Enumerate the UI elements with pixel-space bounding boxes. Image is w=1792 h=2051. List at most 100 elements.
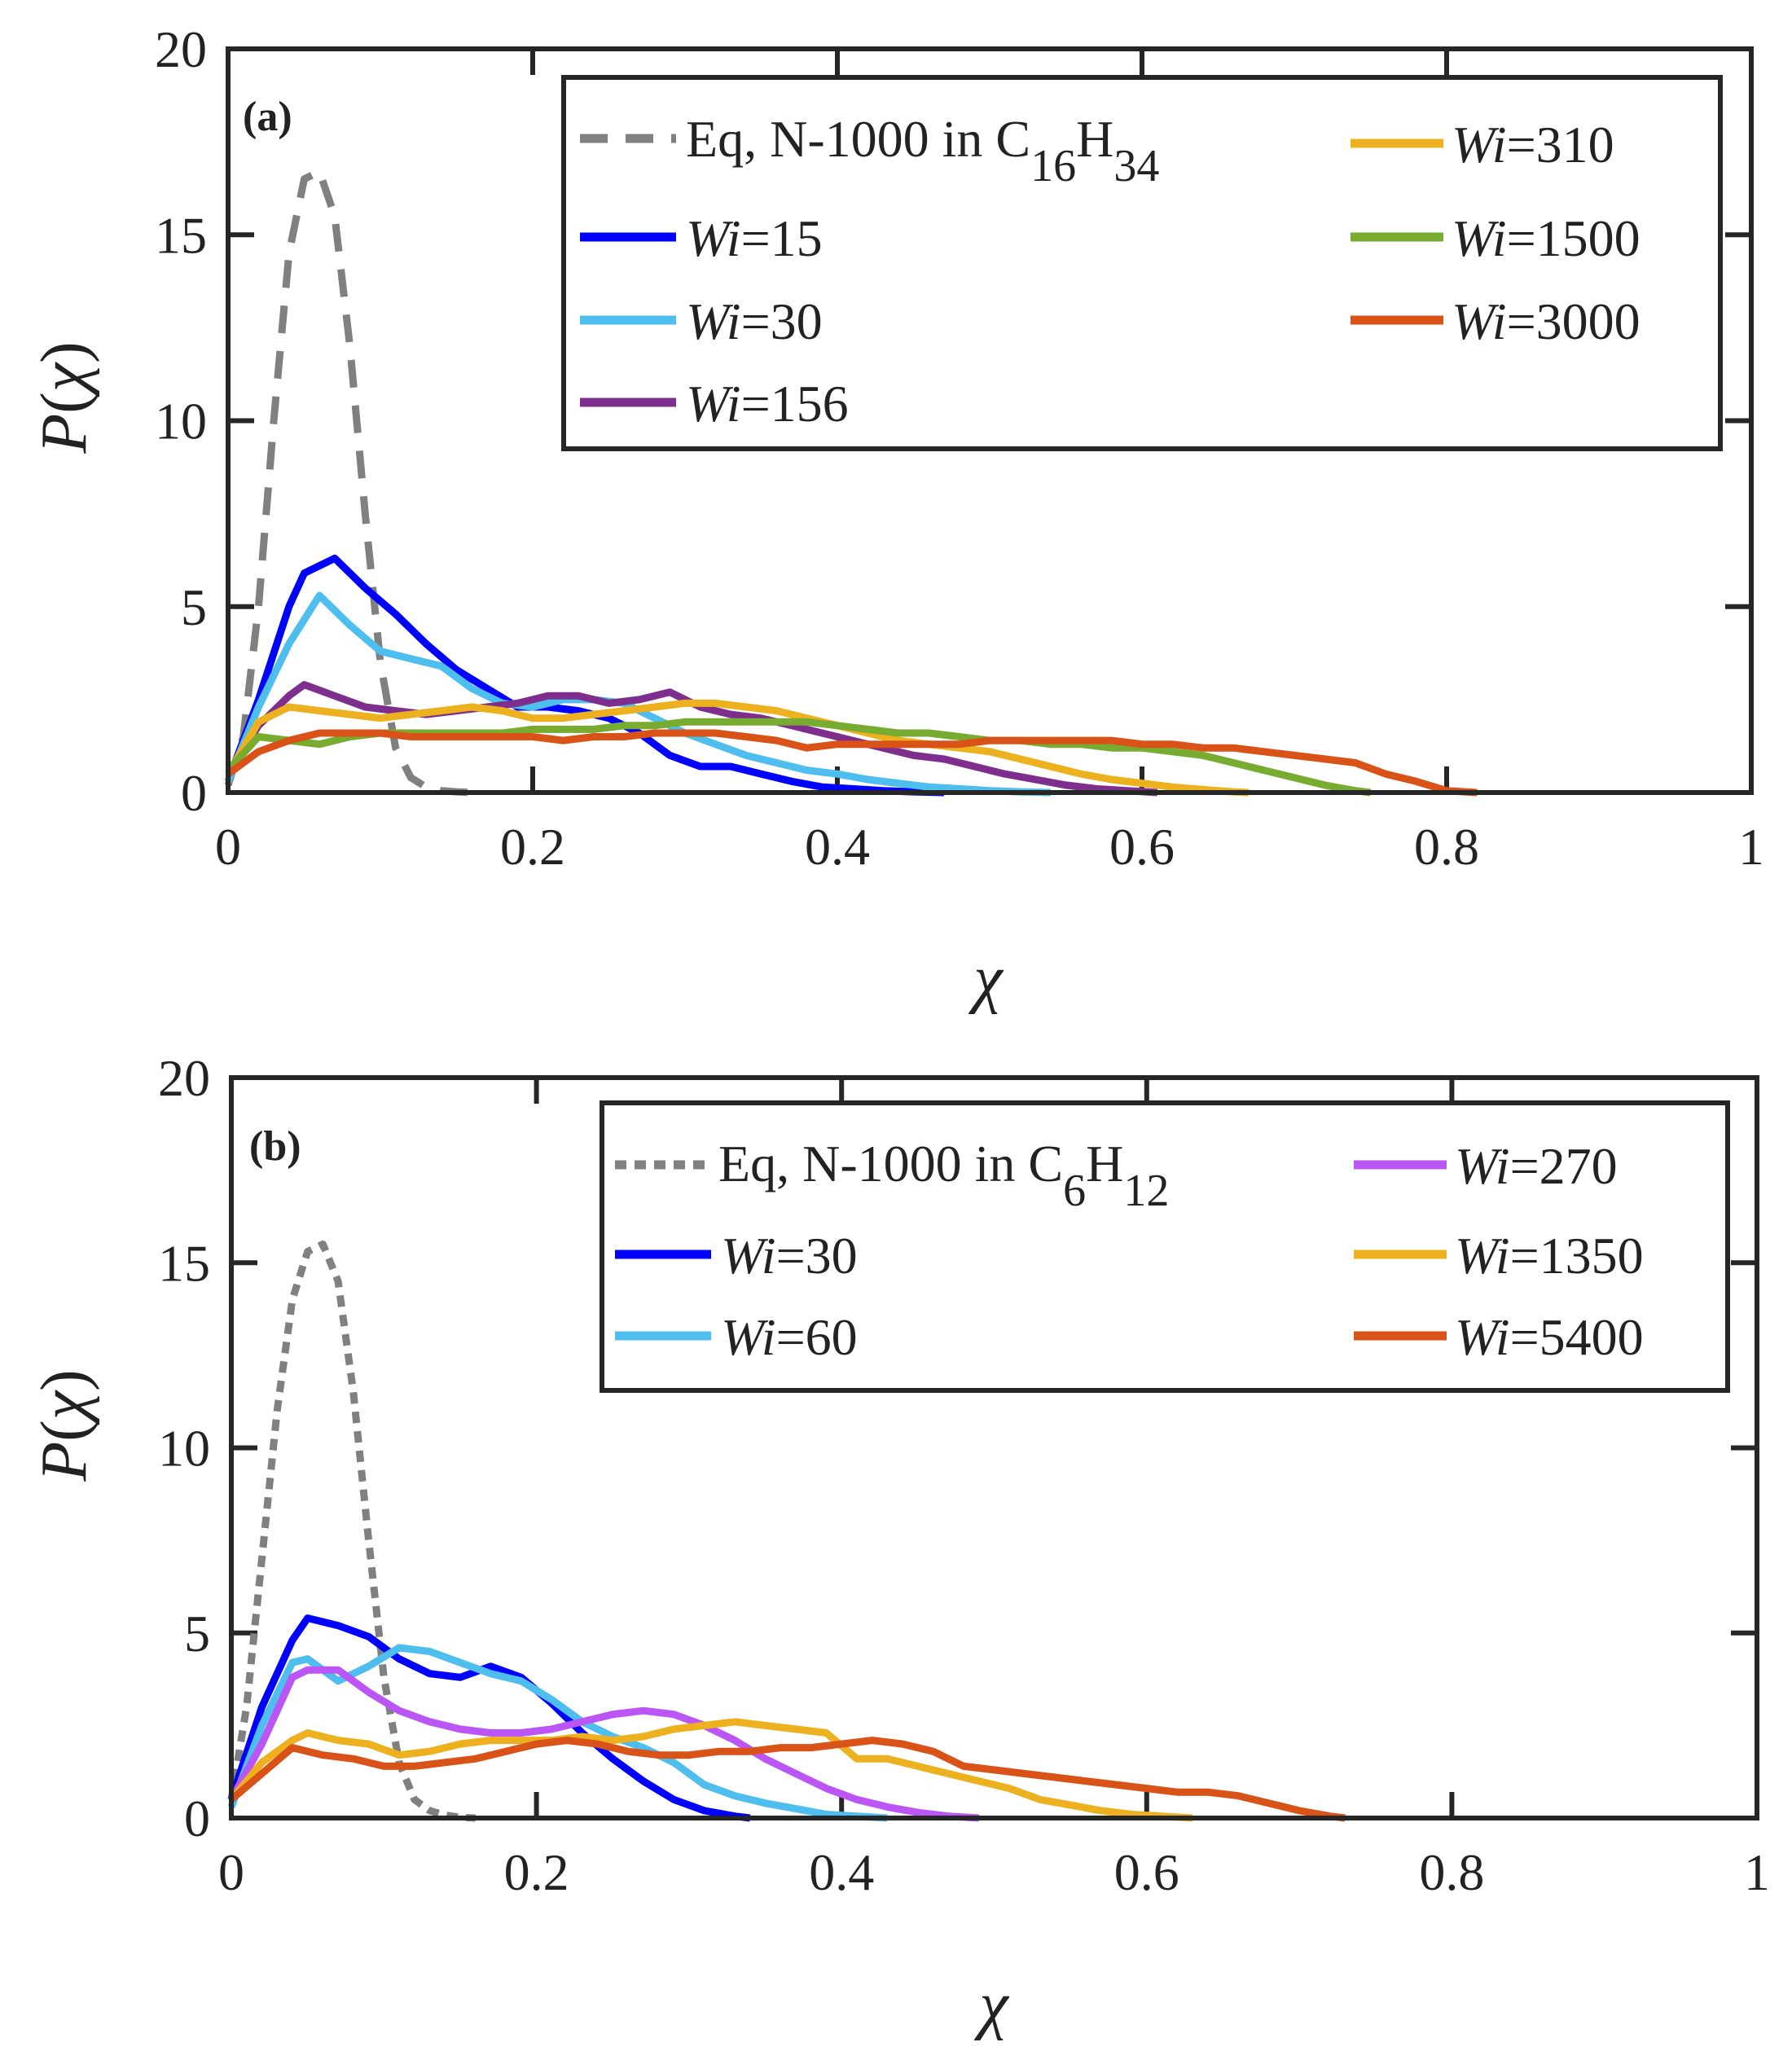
legend-a-label-6: Wi=3000	[1452, 292, 1640, 350]
y-axis-label-a-symbol: P	[29, 414, 100, 455]
legend-a-label-1-prefix: Wi	[686, 209, 741, 267]
y-tick-label-a-2: 10	[155, 393, 207, 450]
x-tick-label-b-3: 0.6	[1114, 1843, 1179, 1901]
legend-b-label-3: Wi=270	[1455, 1137, 1618, 1195]
panel-label-a: (a)	[243, 94, 292, 140]
legend-b-label-2: Wi=60	[721, 1308, 858, 1366]
x-axis-label-b: χ	[973, 1970, 1009, 2041]
legend-b-label-3-text: =270	[1510, 1137, 1618, 1195]
x-tick-label-a-1: 0.2	[500, 818, 565, 876]
legend-a-label-3-prefix: Wi	[686, 375, 741, 433]
x-tick-label-a-3: 0.6	[1109, 818, 1175, 876]
y-tick-label-a-0: 0	[181, 764, 207, 822]
legend-b-entry-2: Wi=60	[615, 1308, 858, 1366]
legend-a-label-5: Wi=1500	[1452, 209, 1640, 267]
legend-b-entry-5: Wi=5400	[1354, 1308, 1644, 1366]
legend-a-label-0-sub1: 16	[1030, 141, 1076, 191]
legend-a-label-2: Wi=30	[686, 292, 823, 350]
y-axis-label-a-open: (	[29, 392, 100, 414]
legend-b-label-4-prefix: Wi	[1455, 1227, 1510, 1285]
x-tick-label-a-0: 0	[215, 818, 241, 876]
legend-b-entry-1: Wi=30	[615, 1227, 858, 1285]
legend-a-label-5-prefix: Wi	[1452, 209, 1507, 267]
series-a-wi-3000	[226, 729, 1478, 797]
legend-a-label-5-text: =1500	[1507, 209, 1640, 267]
legend-b-label-5-text: =5400	[1510, 1308, 1644, 1366]
legend-b-label-4: Wi=1350	[1455, 1227, 1644, 1285]
y-tick-labels-a: 0 5 10 15 20	[155, 20, 207, 822]
series-b-wi-1350	[228, 1718, 1193, 1822]
series-a-wi-156	[225, 681, 1157, 797]
legend-b-label-4-text: =1350	[1510, 1227, 1644, 1285]
legend-b-label-5-prefix: Wi	[1455, 1308, 1510, 1366]
x-tick-label-b-2: 0.4	[809, 1843, 874, 1901]
legend-a-label-6-text: =3000	[1507, 292, 1640, 350]
legend-a-entry-6: Wi=3000	[1351, 292, 1640, 350]
legend-b-label-5: Wi=5400	[1455, 1308, 1644, 1366]
series-layer-a	[224, 168, 1478, 797]
legend-a-label-6-prefix: Wi	[1452, 292, 1507, 350]
y-axis-label-b-close: )	[29, 1369, 100, 1391]
legend-b: Eq, N-1000 in C6H12 Wi=30 Wi=60 Wi=270	[600, 1100, 1730, 1393]
series-layer-b	[227, 1241, 1346, 1822]
legend-b-entry-0: Eq, N-1000 in C6H12	[615, 1135, 1169, 1216]
legend-b-label-1-text: =30	[776, 1227, 858, 1285]
legend-a: Eq, N-1000 in C16H34 Wi=15 Wi=30 Wi=156	[561, 75, 1723, 451]
legend-b-entry-3: Wi=270	[1354, 1137, 1618, 1195]
x-tick-label-a-5: 1	[1738, 818, 1764, 876]
y-axis-label-b-open: (	[29, 1420, 100, 1442]
legend-a-entry-3: Wi=156	[580, 375, 849, 433]
series-b-wi-270	[228, 1666, 980, 1822]
legend-b-label-0-mid: H	[1086, 1135, 1123, 1192]
legend-a-entry-4: Wi=310	[1351, 116, 1614, 173]
y-tick-label-b-3: 15	[158, 1234, 210, 1292]
legend-b-label-0-sub1: 6	[1063, 1166, 1086, 1216]
legend-b-label-1: Wi=30	[721, 1227, 858, 1285]
series-a-wi-310	[225, 699, 1250, 797]
series-a-wi-15	[224, 554, 945, 797]
x-tick-label-b-5: 1	[1744, 1843, 1770, 1901]
y-tick-labels-b: 0 5 10 15 20	[158, 1049, 210, 1847]
legend-b-box	[600, 1100, 1730, 1393]
series-b-eq-n-1000-in-c6h12	[227, 1241, 476, 1822]
legend-b-entry-4: Wi=1350	[1354, 1227, 1644, 1285]
series-a-wi-30	[224, 591, 1051, 797]
x-tick-label-b-4: 0.8	[1419, 1843, 1484, 1901]
legend-a-label-1-text: =15	[741, 209, 823, 267]
x-tick-label-b-0: 0	[218, 1843, 244, 1901]
y-tick-label-a-1: 5	[181, 578, 207, 636]
y-tick-label-b-0: 0	[184, 1790, 210, 1847]
legend-a-entry-2: Wi=30	[580, 292, 823, 350]
x-tick-label-b-1: 0.2	[504, 1843, 569, 1901]
panel-label-b: (b)	[249, 1123, 301, 1170]
y-axis-label-b-var: χ	[29, 1390, 100, 1425]
legend-a-label-3: Wi=156	[686, 375, 849, 433]
legend-a-entry-5: Wi=1500	[1351, 209, 1640, 267]
y-axis-label-a-var: χ	[29, 362, 100, 397]
legend-a-label-0-main: Eq, N-1000 in C	[686, 110, 1030, 168]
y-tick-label-b-1: 5	[184, 1605, 210, 1662]
y-tick-label-b-4: 20	[158, 1049, 210, 1107]
legend-b-label-3-prefix: Wi	[1455, 1137, 1510, 1195]
x-tick-label-a-2: 0.4	[805, 818, 870, 876]
legend-b-label-0-sub2: 12	[1123, 1166, 1169, 1216]
legend-a-label-0-mid: H	[1076, 110, 1113, 168]
y-axis-label-a: P(χ)	[29, 341, 100, 454]
legend-a-label-4-text: =310	[1507, 116, 1614, 173]
legend-b-label-1-prefix: Wi	[721, 1227, 776, 1285]
legend-a-label-1: Wi=15	[686, 209, 823, 267]
legend-a-label-4-prefix: Wi	[1452, 116, 1507, 173]
legend-b-label-0-main: Eq, N-1000 in C	[718, 1135, 1063, 1192]
legend-b-label-2-text: =60	[776, 1308, 858, 1366]
series-b-wi-5400	[229, 1737, 1346, 1822]
plot-frame-b	[229, 1075, 1759, 1820]
series-b-wi-60	[227, 1644, 888, 1822]
legend-a-label-2-text: =30	[741, 292, 823, 350]
legend-a-label-4: Wi=310	[1452, 116, 1614, 173]
y-tick-label-a-4: 20	[155, 20, 207, 78]
legend-b-label-2-prefix: Wi	[721, 1308, 776, 1366]
legend-a-label-0: Eq, N-1000 in C16H34	[686, 110, 1159, 191]
y-axis-label-b: P(χ)	[29, 1369, 100, 1482]
